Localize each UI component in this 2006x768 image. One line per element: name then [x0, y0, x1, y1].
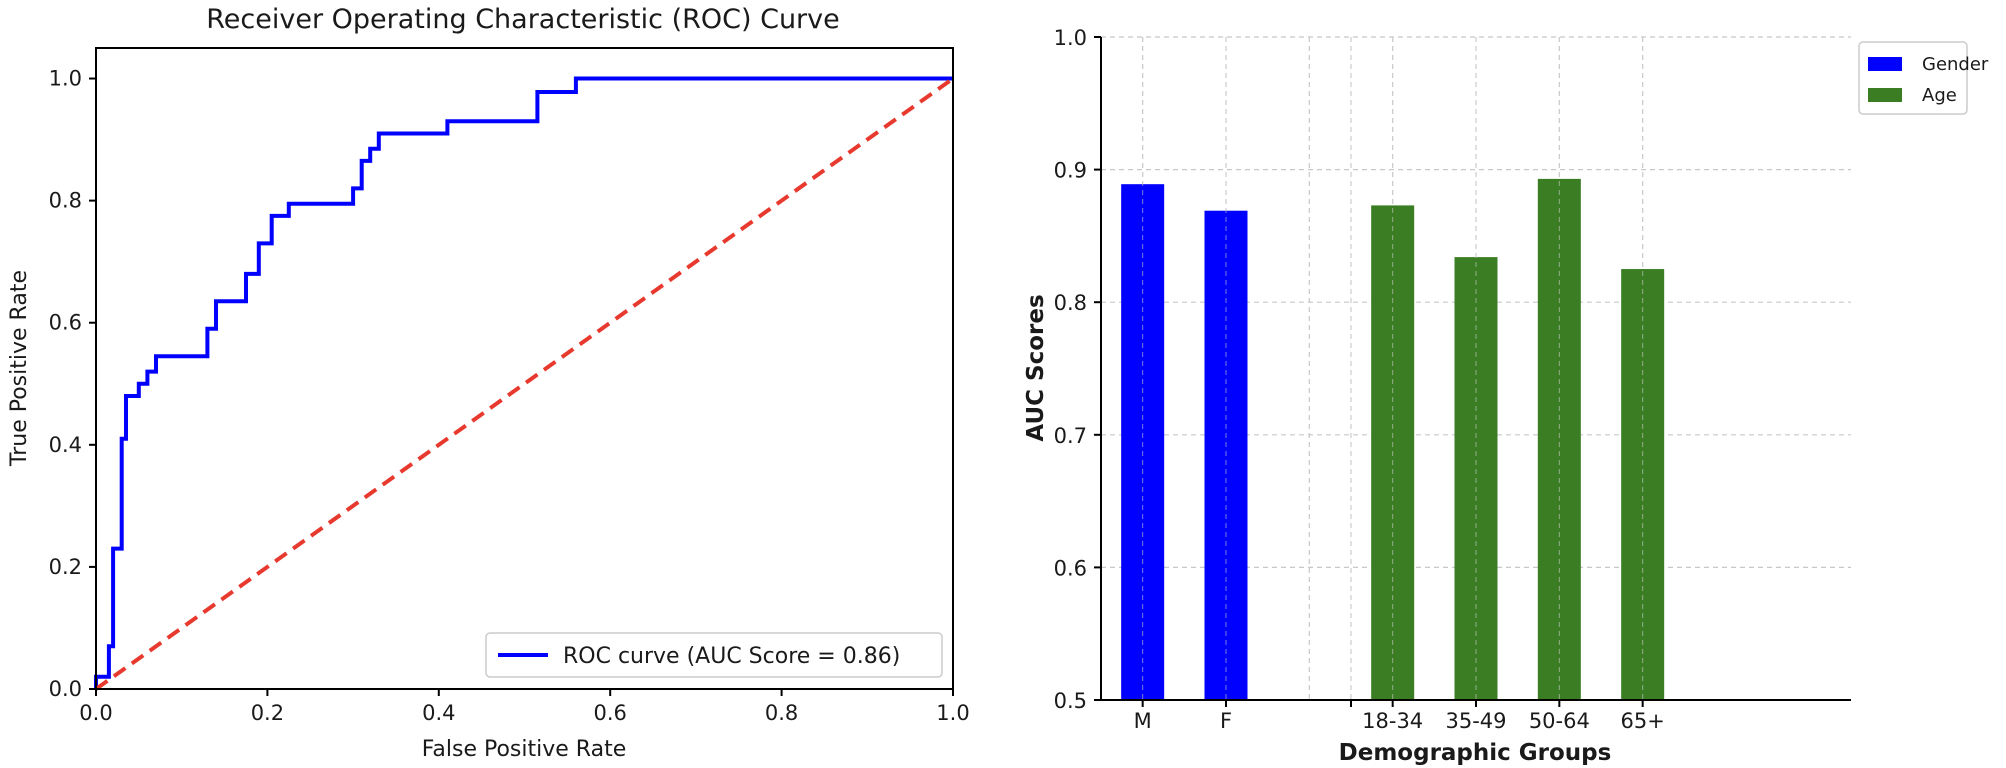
bar-x-axis-label: Demographic Groups: [1339, 740, 1612, 766]
bar-legend-swatch-age: [1868, 88, 1902, 102]
bar-y-axis-label: AUC Scores: [1023, 294, 1049, 441]
bar-bars: [1121, 37, 1665, 701]
roc-x-tick-label: 0.4: [422, 701, 455, 725]
bar-y-tick-label: 0.9: [1054, 159, 1087, 183]
bar-legend-swatch-gender: [1868, 57, 1902, 71]
roc-x-axis-label: False Positive Rate: [422, 737, 626, 762]
bar-x-tick-label: 65+: [1621, 709, 1665, 733]
roc-y-tick-label: 1.0: [49, 67, 82, 91]
bar-y-tick-label: 1.0: [1054, 26, 1087, 50]
bar-age-65+: [1621, 269, 1665, 700]
bar-y-tick-label: 0.6: [1054, 556, 1087, 580]
roc-chart: Receiver Operating Characteristic (ROC) …: [7, 4, 970, 762]
bar-x-tick-label: M: [1134, 709, 1152, 733]
roc-legend-label: ROC curve (AUC Score = 0.86): [563, 644, 900, 669]
roc-plot-area: [94, 76, 955, 691]
roc-y-tick-label: 0.8: [49, 189, 82, 213]
bar-chart: M F 18-34 35-49 50-64 65+ 0.50.60.70.80.91.0 …: [1023, 26, 1989, 766]
bar-x-tick-label: 35-49: [1445, 709, 1506, 733]
roc-y-ticks: 0.0 0.2 0.4 0.6 0.8 1.0: [49, 67, 96, 701]
bar-x-ticks: M F 18-34 35-49 50-64 65+: [1134, 700, 1665, 733]
bar-y-tick-label: 0.5: [1054, 689, 1087, 713]
roc-y-tick-label: 0.4: [49, 433, 82, 457]
bar-legend: Gender Age: [1858, 41, 1989, 115]
roc-x-tick-label: 1.0: [936, 701, 969, 725]
roc-chance-line: [94, 76, 955, 691]
roc-x-ticks: 0.0 0.2 0.4 0.6 0.8 1.0: [79, 689, 970, 725]
roc-x-tick-label: 0.6: [593, 701, 626, 725]
roc-y-tick-label: 0.2: [49, 555, 82, 579]
bar-y-tick-label: 0.8: [1054, 291, 1087, 315]
roc-chart-title: Receiver Operating Characteristic (ROC) …: [206, 4, 840, 35]
bar-x-tick-label: 18-34: [1362, 709, 1423, 733]
roc-curve-line: [94, 76, 953, 689]
bar-x-tick-label: 50-64: [1529, 709, 1590, 733]
bar-y-ticks: 0.5 0.6 0.7 0.8 0.9 1.0: [1054, 26, 1101, 713]
roc-x-tick-label: 0.0: [79, 701, 112, 725]
roc-y-axis-label: True Positive Rate: [7, 270, 32, 467]
bar-legend-label-gender: Gender: [1922, 54, 1989, 75]
bar-x-tick-label: F: [1220, 709, 1232, 733]
bar-legend-label-age: Age: [1922, 85, 1957, 106]
roc-plot-frame: [95, 47, 954, 690]
roc-x-tick-label: 0.8: [765, 701, 798, 725]
roc-legend: ROC curve (AUC Score = 0.86): [485, 632, 943, 678]
roc-legend-box: [485, 632, 943, 678]
roc-y-tick-label: 0.0: [49, 677, 82, 701]
roc-x-tick-label: 0.2: [251, 701, 284, 725]
bar-y-tick-label: 0.7: [1054, 424, 1087, 448]
roc-y-tick-label: 0.6: [49, 311, 82, 335]
